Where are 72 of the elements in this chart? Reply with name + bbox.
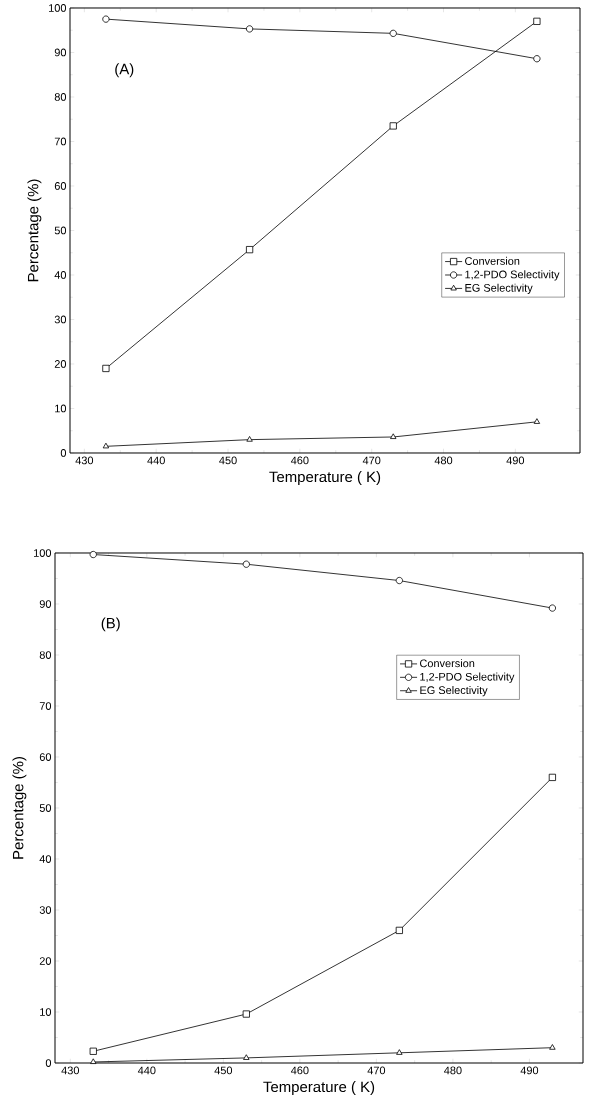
legend-label: Conversion [465,256,520,265]
point [102,15,110,23]
point [90,1058,97,1064]
x-tick-label: 450 [214,1066,233,1075]
y-tick-label: 0 [45,1059,52,1067]
x-tick-label: 430 [61,1066,79,1075]
y-tick-label: 60 [54,182,67,190]
x-tick-label: 440 [147,456,165,465]
x-axis-title: Temperature ( K) [263,1081,375,1096]
point [243,1054,250,1060]
point [245,246,254,254]
y-tick-label: 0 [60,449,67,457]
y-tick-label: 90 [54,48,67,57]
point [102,364,110,373]
y-axis-title: Percentage (%) [12,757,27,859]
x-tick-label: 490 [506,456,525,465]
point [533,418,541,424]
x-tick-label: 430 [75,456,94,465]
x-tick-label: 460 [290,1066,309,1075]
point [548,604,556,612]
legend-label: 1,2-PDO Selectivity [420,672,515,683]
y-tick-label: 40 [54,271,67,279]
y-tick-label: 10 [40,1008,52,1016]
legend-label: EG Selectivity [465,283,533,294]
x-tick-label: 460 [290,456,309,465]
x-axis-title: Temperature ( K) [269,471,381,486]
x-tick-label: 490 [520,1066,539,1075]
point [102,442,110,449]
y-tick-label: 80 [39,651,52,659]
point [390,433,397,439]
y-tick-label: 30 [54,315,67,324]
y-tick-label: 10 [55,404,67,413]
legend-label: 1,2-PDO Selectivity [465,270,560,281]
point [89,550,97,559]
annotation: (B) [101,617,120,632]
point [245,25,254,33]
y-tick-label: 40 [39,855,52,863]
y-tick-label: 30 [39,906,52,914]
y-tick-label: 50 [39,804,52,812]
y-tick-label: 100 [49,4,67,12]
y-tick-label: 90 [39,600,52,608]
legend-label: EG Selectivity [420,686,488,697]
point [533,17,541,25]
x-tick-label: 480 [444,1066,462,1075]
x-tick-label: 440 [137,1066,156,1075]
y-tick-label: 20 [54,360,67,368]
y-tick-label: 70 [54,137,67,146]
point [395,926,403,934]
y-axis-title: Percentage (%) [27,179,42,282]
y-tick-label: 50 [54,226,67,235]
y-tick-label: 20 [39,957,52,965]
point [549,1044,556,1050]
x-tick-label: 450 [219,456,237,465]
point [242,560,250,568]
y-tick-label: 70 [39,702,52,710]
x-tick-label: 480 [434,456,453,465]
point [395,576,403,585]
x-tick-label: 470 [367,1066,386,1075]
point [548,773,556,781]
x-tick-label: 470 [362,456,381,465]
annotation: (A) [115,63,134,78]
point [389,29,397,37]
y-tick-label: 100 [34,549,52,557]
y-tick-label: 80 [54,93,67,101]
point [89,1047,97,1055]
legend-label: Conversion [420,659,475,668]
point [242,1010,250,1018]
point [533,55,541,63]
point [246,436,253,442]
point [389,122,397,130]
point [396,1049,403,1055]
y-tick-label: 60 [39,753,52,761]
